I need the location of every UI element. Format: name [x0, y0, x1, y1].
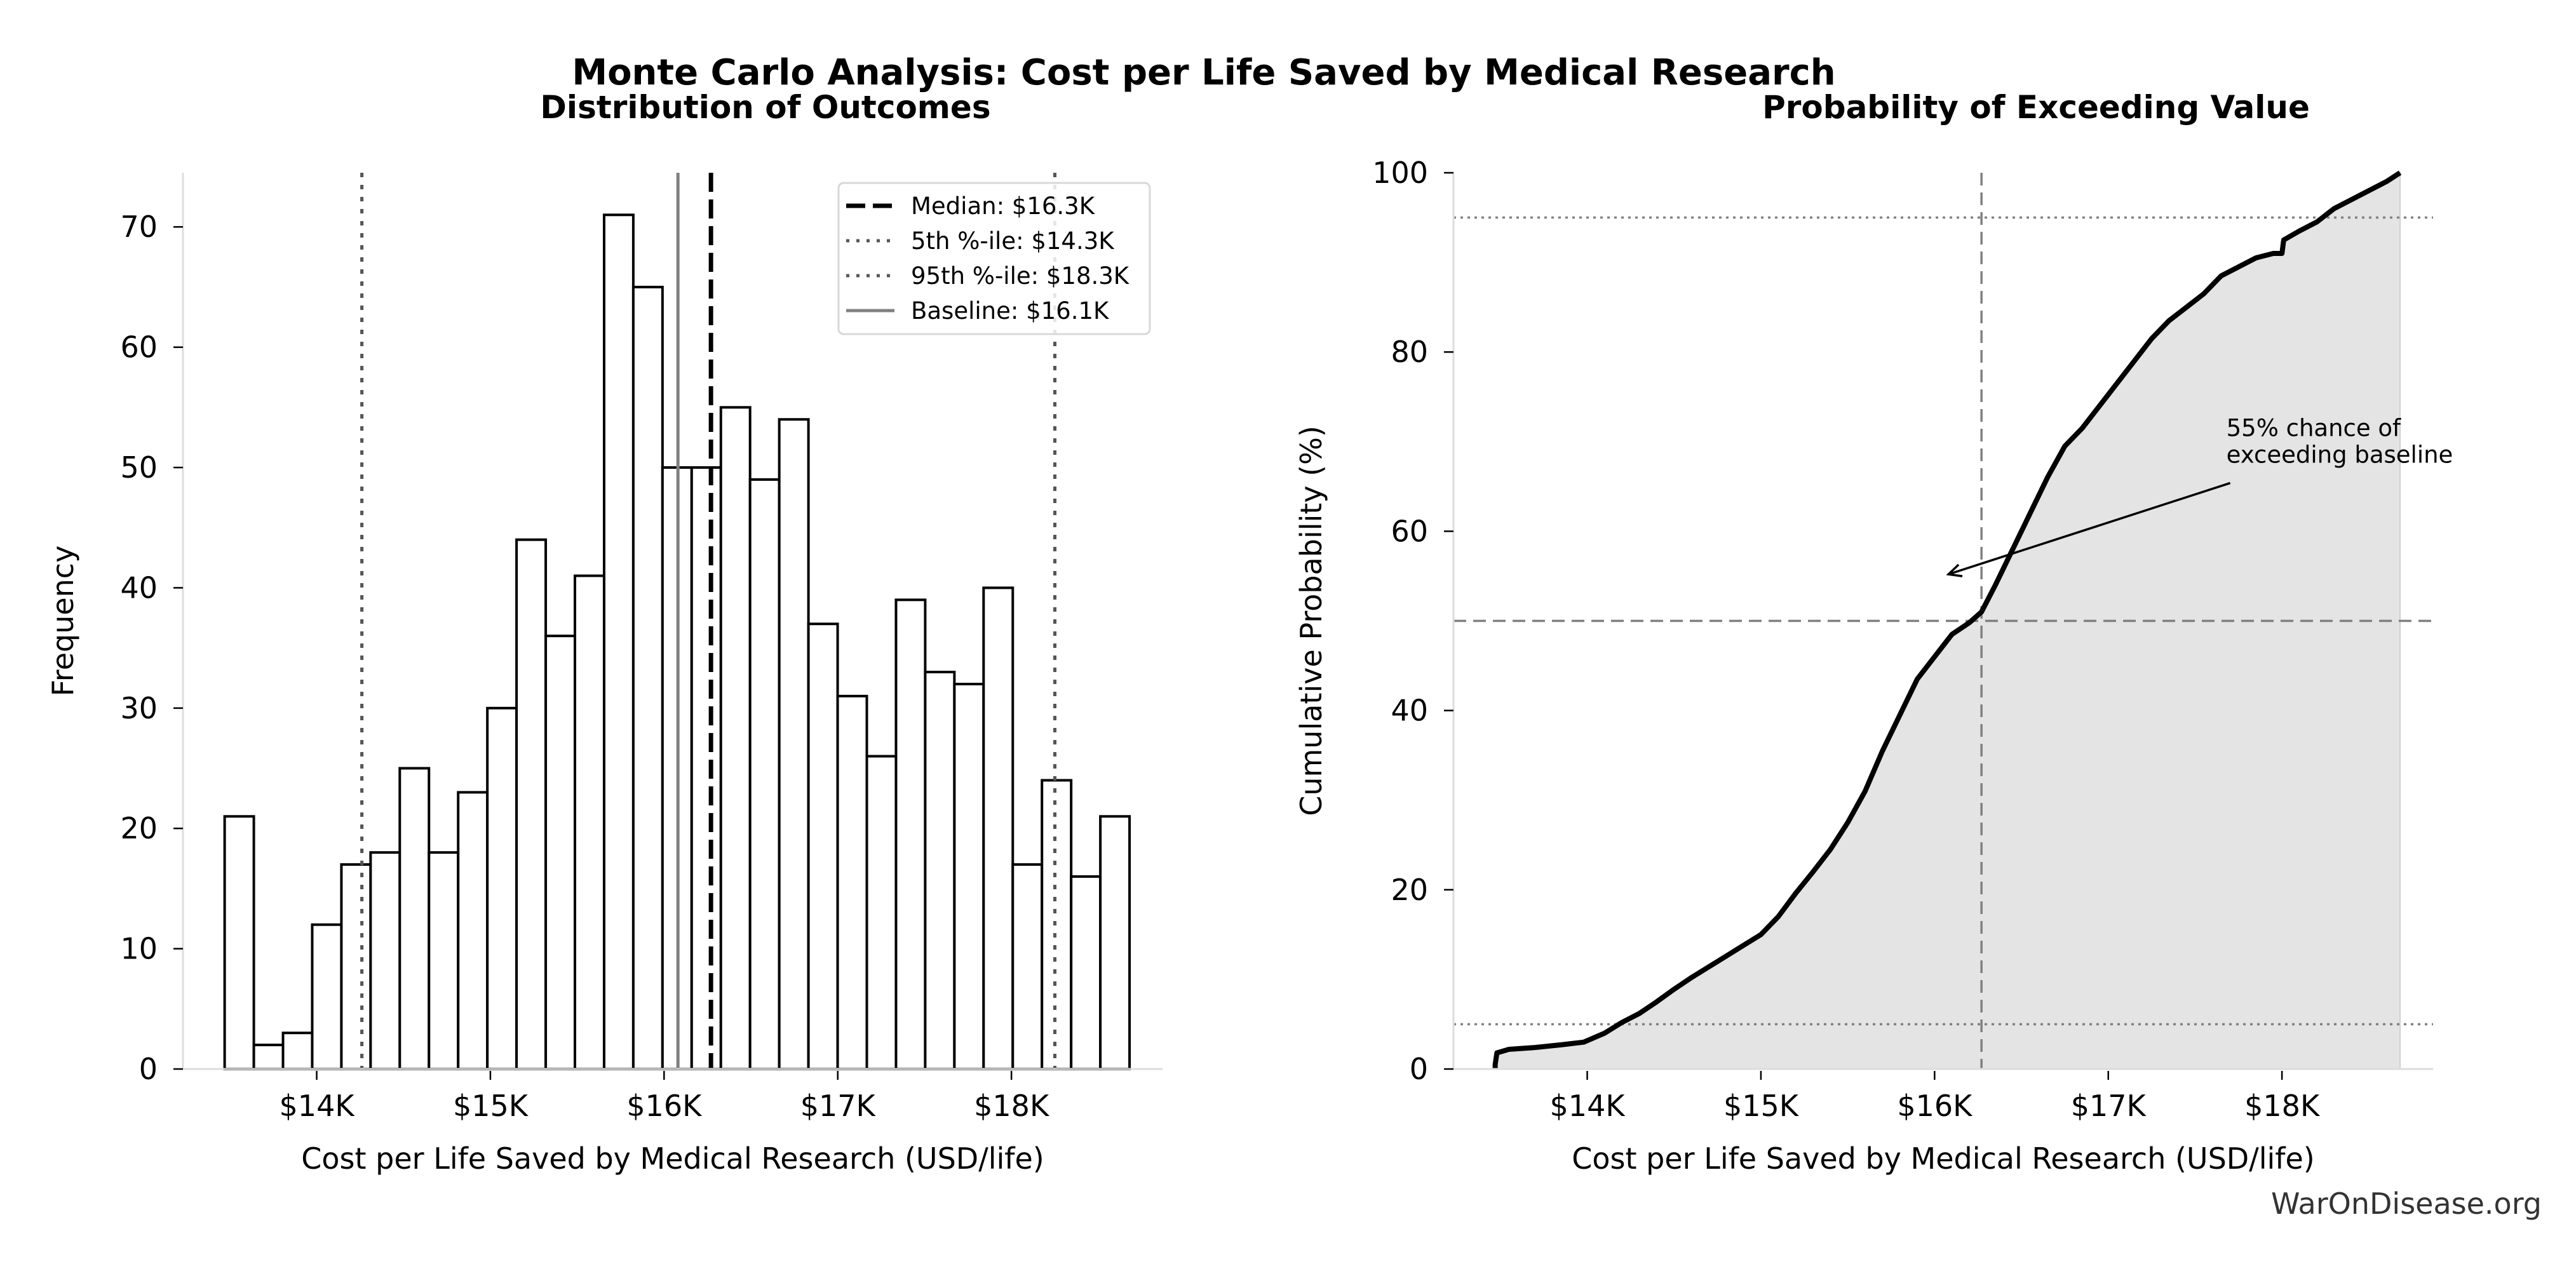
- histogram-bar: [398, 767, 431, 1070]
- exceedance-title: Probability of Exceeding Value: [1762, 89, 2310, 126]
- histogram-bar: [836, 694, 868, 1070]
- histogram-bar: [311, 923, 343, 1071]
- histogram-bar: [340, 863, 372, 1070]
- p95-legend-label: 95th %-ile: $18.3K: [911, 262, 1130, 290]
- baseline-legend-label: Baseline: $16.1K: [911, 297, 1110, 325]
- histogram-bar: [807, 622, 839, 1070]
- histogram-legend: Median: $16.3K 5th %-ile: $14.3K 95th %-il…: [837, 182, 1151, 335]
- histogram-bar: [953, 682, 985, 1070]
- histogram-bar: [428, 851, 460, 1071]
- exceed-y-tick-label: 40: [1391, 694, 1428, 728]
- histogram-bar: [223, 815, 255, 1070]
- hist-y-tick-label: 60: [120, 330, 158, 365]
- histogram-bar: [1099, 815, 1131, 1070]
- histogram-bar: [515, 538, 548, 1070]
- legend-frame: [837, 182, 1151, 335]
- annotation-arrow-shaft: [1948, 481, 2231, 575]
- hist-y-tick-label: 10: [120, 932, 158, 966]
- histogram-bar: [748, 478, 781, 1070]
- histogram-bar: [544, 635, 577, 1070]
- histogram-bar: [982, 586, 1015, 1070]
- exceed-y-tick-label: 60: [1391, 514, 1428, 548]
- exceed-y-axis-label: Cumulative Probability (%): [1294, 426, 1328, 816]
- annotation-arrow-head: [1946, 563, 1963, 577]
- hist-y-tick-label: 70: [120, 210, 158, 244]
- histogram-bar: [690, 466, 722, 1070]
- cumulative-probability-line: [1492, 170, 2402, 1069]
- exceed-x-tick-label: $16K: [1897, 1089, 1973, 1123]
- histogram-bar: [602, 213, 635, 1071]
- histogram-bar: [924, 670, 956, 1070]
- histogram-bar: [865, 755, 898, 1070]
- exceed-x-tick-label: $17K: [2071, 1089, 2147, 1123]
- exceed-x-tick-label: $18K: [2244, 1089, 2321, 1123]
- hist-x-tick-label: $18K: [974, 1089, 1050, 1123]
- exceed-x-axis-label: Cost per Life Saved by Medical Research …: [1572, 1141, 2314, 1176]
- histogram-bar: [631, 285, 664, 1071]
- histogram-chart: $14K $15K $16K $17K $18K 0 10 20 30 40 50 60 70 Cost …: [46, 173, 1163, 1176]
- hist-x-tick-label: $17K: [800, 1089, 877, 1123]
- histogram-bar: [369, 851, 401, 1071]
- histogram-bar: [1011, 863, 1044, 1070]
- figure-title: Monte Carlo Analysis: Cost per Life Save…: [572, 52, 1836, 93]
- exceed-x-tick-label: $14K: [1550, 1089, 1626, 1123]
- hist-y-tick-label: 20: [120, 811, 158, 845]
- histogram-bar: [778, 418, 810, 1070]
- histogram-bar: [457, 791, 489, 1071]
- annotation-text-line-1: 55% chance of: [2227, 414, 2401, 441]
- hist-y-tick-label: 30: [120, 691, 158, 725]
- hist-x-tick-label: $15K: [453, 1089, 529, 1123]
- hist-y-tick-label: 50: [120, 450, 158, 485]
- exceed-x-tick-label: $15K: [1723, 1089, 1800, 1123]
- median-legend-label: Median: $16.3K: [911, 192, 1096, 220]
- hist-x-axis-label: Cost per Life Saved by Medical Research …: [301, 1141, 1044, 1176]
- watermark: WarOnDisease.org: [2271, 1187, 2542, 1221]
- p5-legend-label: 5th %-ile: $14.3K: [911, 227, 1115, 255]
- exceed-y-tick-label: 0: [1410, 1052, 1428, 1086]
- histogram-bar: [574, 574, 605, 1070]
- hist-y-axis-label: Frequency: [46, 546, 80, 697]
- histogram-bar: [894, 598, 927, 1070]
- histogram-bar: [1070, 875, 1102, 1070]
- exceed-y-tick-label: 20: [1391, 873, 1428, 907]
- hist-y-tick-label: 40: [120, 570, 158, 605]
- histogram-bar: [281, 1032, 314, 1070]
- hist-x-tick-label: $16K: [626, 1089, 703, 1123]
- histogram-bar: [252, 1044, 285, 1071]
- histogram-bar: [1041, 779, 1073, 1071]
- hist-x-tick-label: $14K: [280, 1089, 356, 1123]
- exceed-y-tick-label: 80: [1391, 335, 1428, 369]
- histogram-title: Distribution of Outcomes: [540, 89, 991, 126]
- hist-y-tick-label: 0: [139, 1052, 158, 1086]
- exceedance-chart: $14K $15K $16K $17K $18K 0 20 40 60 80 100 Cost per…: [1294, 156, 2453, 1176]
- annotation-text-line-2: exceeding baseline: [2227, 441, 2453, 468]
- exceed-y-tick-label: 100: [1372, 156, 1428, 190]
- histogram-bar: [719, 406, 752, 1070]
- histogram-bar: [486, 706, 518, 1071]
